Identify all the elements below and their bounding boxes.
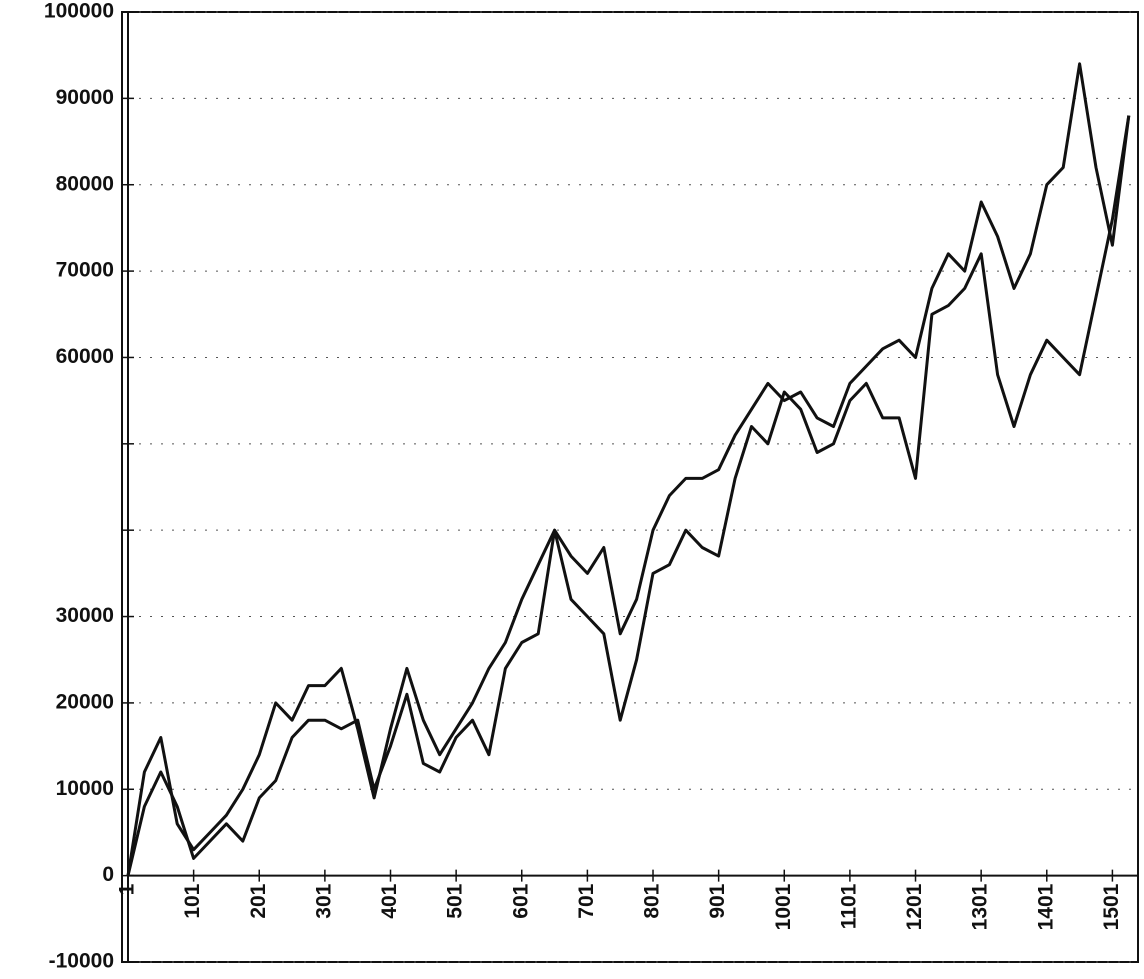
series-line xyxy=(126,115,1131,876)
x-tick-label: 1401 xyxy=(1034,883,1057,930)
x-tick-label: 701 xyxy=(575,883,598,918)
y-tick-label: 90000 xyxy=(56,86,114,109)
x-tick-label: 401 xyxy=(378,883,401,918)
y-tick-label: -10000 xyxy=(49,950,114,973)
x-tick-label: 1501 xyxy=(1100,883,1123,930)
x-tick-label: 1301 xyxy=(969,883,992,930)
x-tick-label: 301 xyxy=(312,883,335,918)
series-line xyxy=(126,62,1131,876)
x-tick-label: 901 xyxy=(706,883,729,918)
y-tick-label: 0 xyxy=(102,863,114,886)
plot-frame xyxy=(121,11,1139,963)
y-tick-label: 100000 xyxy=(44,0,114,23)
y-tick-label: 80000 xyxy=(56,172,114,195)
x-tick-label: 201 xyxy=(247,883,270,918)
y-tick-label: 10000 xyxy=(56,777,114,800)
y-tick-label: 70000 xyxy=(56,259,114,282)
y-tick-label: 20000 xyxy=(56,690,114,713)
x-tick-label: 1201 xyxy=(903,883,926,930)
x-tick-label: 501 xyxy=(444,883,467,918)
x-tick-label: 601 xyxy=(509,883,532,918)
x-tick-label: 1101 xyxy=(837,883,860,929)
y-tick-label: 60000 xyxy=(56,345,114,368)
y-tick-label: 30000 xyxy=(56,604,114,627)
x-tick-label: 801 xyxy=(641,883,664,918)
x-tick-label: 101 xyxy=(181,883,204,918)
x-tick-label: 1001 xyxy=(772,883,795,930)
x-tick-label: 1 xyxy=(116,883,139,895)
